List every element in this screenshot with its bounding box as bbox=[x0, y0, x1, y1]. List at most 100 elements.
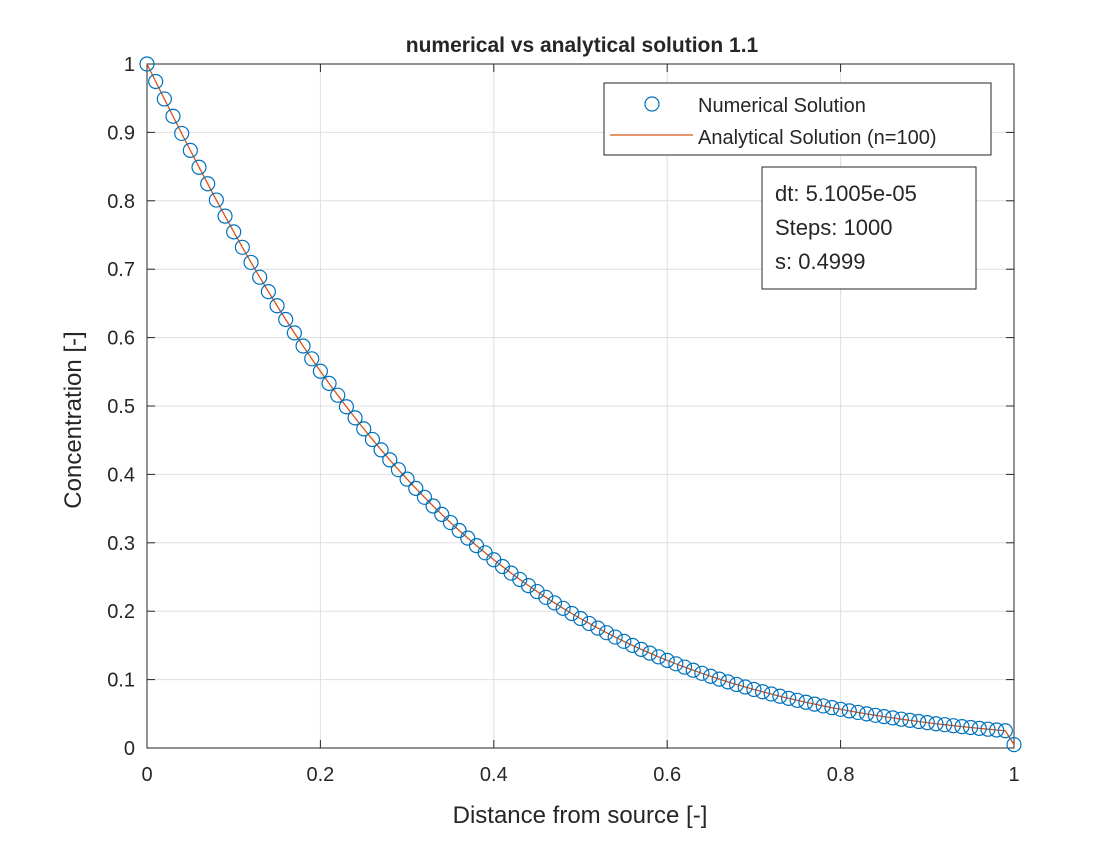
series-layer bbox=[139, 56, 1022, 753]
numerical-point bbox=[789, 692, 805, 708]
x-tick-label: 0.2 bbox=[306, 764, 334, 786]
numerical-point bbox=[893, 711, 909, 727]
numerical-point bbox=[867, 707, 883, 723]
numerical-point bbox=[278, 311, 294, 328]
numerical-point bbox=[546, 595, 563, 611]
numerical-point bbox=[182, 142, 198, 158]
annotation-box: dt: 5.1005e-05 Steps: 1000 s: 0.4999 bbox=[761, 166, 977, 290]
numerical-point bbox=[338, 399, 355, 415]
numerical-point bbox=[694, 665, 710, 681]
numerical-point bbox=[252, 269, 268, 285]
numerical-point bbox=[633, 641, 649, 657]
y-tick-label: 0.4 bbox=[107, 464, 135, 486]
legend-label-numerical: Numerical Solution bbox=[698, 95, 866, 117]
numerical-point bbox=[165, 108, 181, 124]
numerical-point bbox=[330, 387, 346, 403]
numerical-point bbox=[746, 681, 762, 698]
numerical-point bbox=[616, 633, 632, 649]
numerical-point bbox=[989, 722, 1005, 738]
numerical-point bbox=[226, 224, 242, 240]
numerical-point bbox=[806, 696, 823, 712]
y-axis-label: Concentration [-] bbox=[60, 331, 87, 508]
numerical-point bbox=[260, 284, 276, 300]
numerical-point bbox=[564, 605, 580, 622]
numerical-point bbox=[538, 589, 554, 605]
y-tick-label: 0.8 bbox=[107, 191, 135, 213]
numerical-point bbox=[208, 192, 224, 208]
numerical-point bbox=[217, 208, 233, 224]
numerical-point bbox=[676, 659, 693, 675]
numerical-point bbox=[937, 717, 953, 733]
x-tick-label: 0.8 bbox=[827, 764, 855, 786]
numerical-point bbox=[156, 91, 172, 107]
numerical-point bbox=[512, 571, 528, 588]
numerical-point bbox=[555, 600, 571, 616]
y-tick-label: 0 bbox=[124, 738, 135, 760]
numerical-point bbox=[390, 462, 407, 478]
numerical-point bbox=[304, 351, 320, 367]
numerical-point bbox=[451, 522, 467, 539]
numerical-point bbox=[928, 716, 944, 732]
numerical-point bbox=[711, 671, 727, 687]
numerical-point bbox=[963, 719, 979, 736]
numerical-point bbox=[269, 298, 285, 314]
numerical-point bbox=[902, 712, 918, 728]
numerical-point bbox=[295, 338, 311, 354]
numerical-point bbox=[590, 620, 606, 636]
numerical-point bbox=[234, 239, 250, 255]
numerical-point bbox=[148, 73, 164, 90]
numerical-point bbox=[416, 489, 433, 505]
numerical-point bbox=[650, 649, 667, 665]
numerical-point bbox=[659, 652, 675, 668]
numerical-point bbox=[754, 684, 771, 700]
numerical-point bbox=[798, 694, 814, 710]
annotation-s: s: 0.4999 bbox=[775, 249, 866, 274]
numerical-point bbox=[850, 704, 866, 721]
numerical-point bbox=[668, 656, 684, 672]
numerical-point bbox=[737, 679, 753, 695]
numerical-point bbox=[572, 610, 589, 627]
numerical-point bbox=[728, 676, 745, 693]
numerical-solution-markers bbox=[139, 56, 1022, 753]
annotation-frame bbox=[761, 166, 977, 290]
legend-label-analytical: Analytical Solution (n=100) bbox=[698, 127, 936, 149]
numerical-point bbox=[824, 700, 840, 716]
numerical-point bbox=[598, 625, 615, 641]
numerical-point bbox=[191, 159, 207, 175]
numerical-point bbox=[685, 662, 701, 678]
numerical-point bbox=[286, 325, 302, 341]
annotation-steps: Steps: 1000 bbox=[775, 215, 892, 240]
numerical-point bbox=[772, 688, 788, 704]
numerical-point bbox=[174, 125, 190, 142]
numerical-point bbox=[373, 442, 389, 458]
numerical-point bbox=[876, 708, 892, 725]
y-tick-label: 0.9 bbox=[107, 122, 135, 144]
numerical-point bbox=[347, 410, 363, 426]
numerical-point bbox=[607, 629, 623, 645]
annotation-dt: dt: 5.1005e-05 bbox=[775, 181, 917, 206]
legend[interactable]: Numerical Solution Analytical Solution (… bbox=[603, 82, 992, 156]
y-tick-label: 0.6 bbox=[107, 328, 135, 350]
y-tick-label: 0.5 bbox=[107, 396, 135, 418]
numerical-point bbox=[954, 718, 970, 735]
numerical-point bbox=[980, 721, 996, 737]
y-tick-label: 0.7 bbox=[107, 259, 135, 281]
numerical-point bbox=[529, 583, 545, 600]
numerical-point bbox=[200, 176, 216, 192]
x-tick-label: 0.6 bbox=[653, 764, 681, 786]
numerical-point bbox=[312, 363, 328, 379]
numerical-point bbox=[997, 723, 1013, 739]
numerical-point bbox=[720, 674, 736, 690]
numerical-point bbox=[885, 710, 901, 726]
numerical-point bbox=[702, 668, 719, 684]
numerical-point bbox=[356, 421, 372, 437]
numerical-point bbox=[243, 254, 259, 271]
numerical-point bbox=[919, 715, 935, 731]
numerical-point bbox=[642, 645, 658, 661]
numerical-point bbox=[321, 375, 337, 391]
legend-marker-numerical bbox=[644, 96, 660, 112]
legend-box bbox=[603, 82, 992, 156]
numerical-point bbox=[399, 471, 415, 487]
